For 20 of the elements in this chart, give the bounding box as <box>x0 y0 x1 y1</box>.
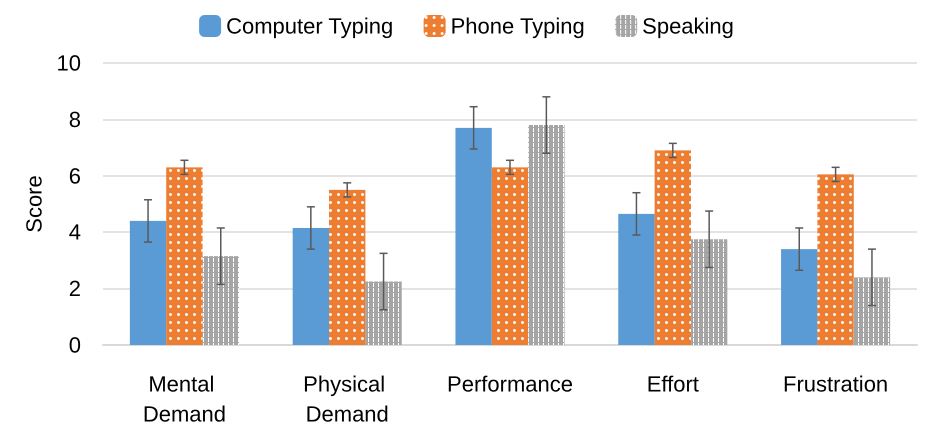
legend-label: Computer Typing <box>226 14 394 38</box>
y-tick-label: 4 <box>68 220 81 245</box>
bar <box>292 228 330 345</box>
y-tick-label: 8 <box>68 106 81 132</box>
y-tick-label: 10 <box>56 50 81 76</box>
y-axis-title: Score <box>22 175 46 233</box>
y-tick-label: 2 <box>68 276 81 302</box>
bar <box>618 214 655 345</box>
x-tick-label: Effort <box>646 372 699 396</box>
bar <box>130 220 166 345</box>
x-tick-label: Frustration <box>783 372 888 396</box>
bar <box>781 249 818 345</box>
x-tick-label: Mental Demand <box>142 372 226 426</box>
y-tick-label: 6 <box>68 163 81 188</box>
legend-label: Phone Typing <box>450 14 585 38</box>
legend-label: Speaking <box>642 14 734 38</box>
bar <box>455 128 492 345</box>
x-tick-label: Physical Demand <box>303 372 392 426</box>
y-tick-label: 0 <box>68 332 81 358</box>
x-tick-label: Performance <box>447 372 573 396</box>
